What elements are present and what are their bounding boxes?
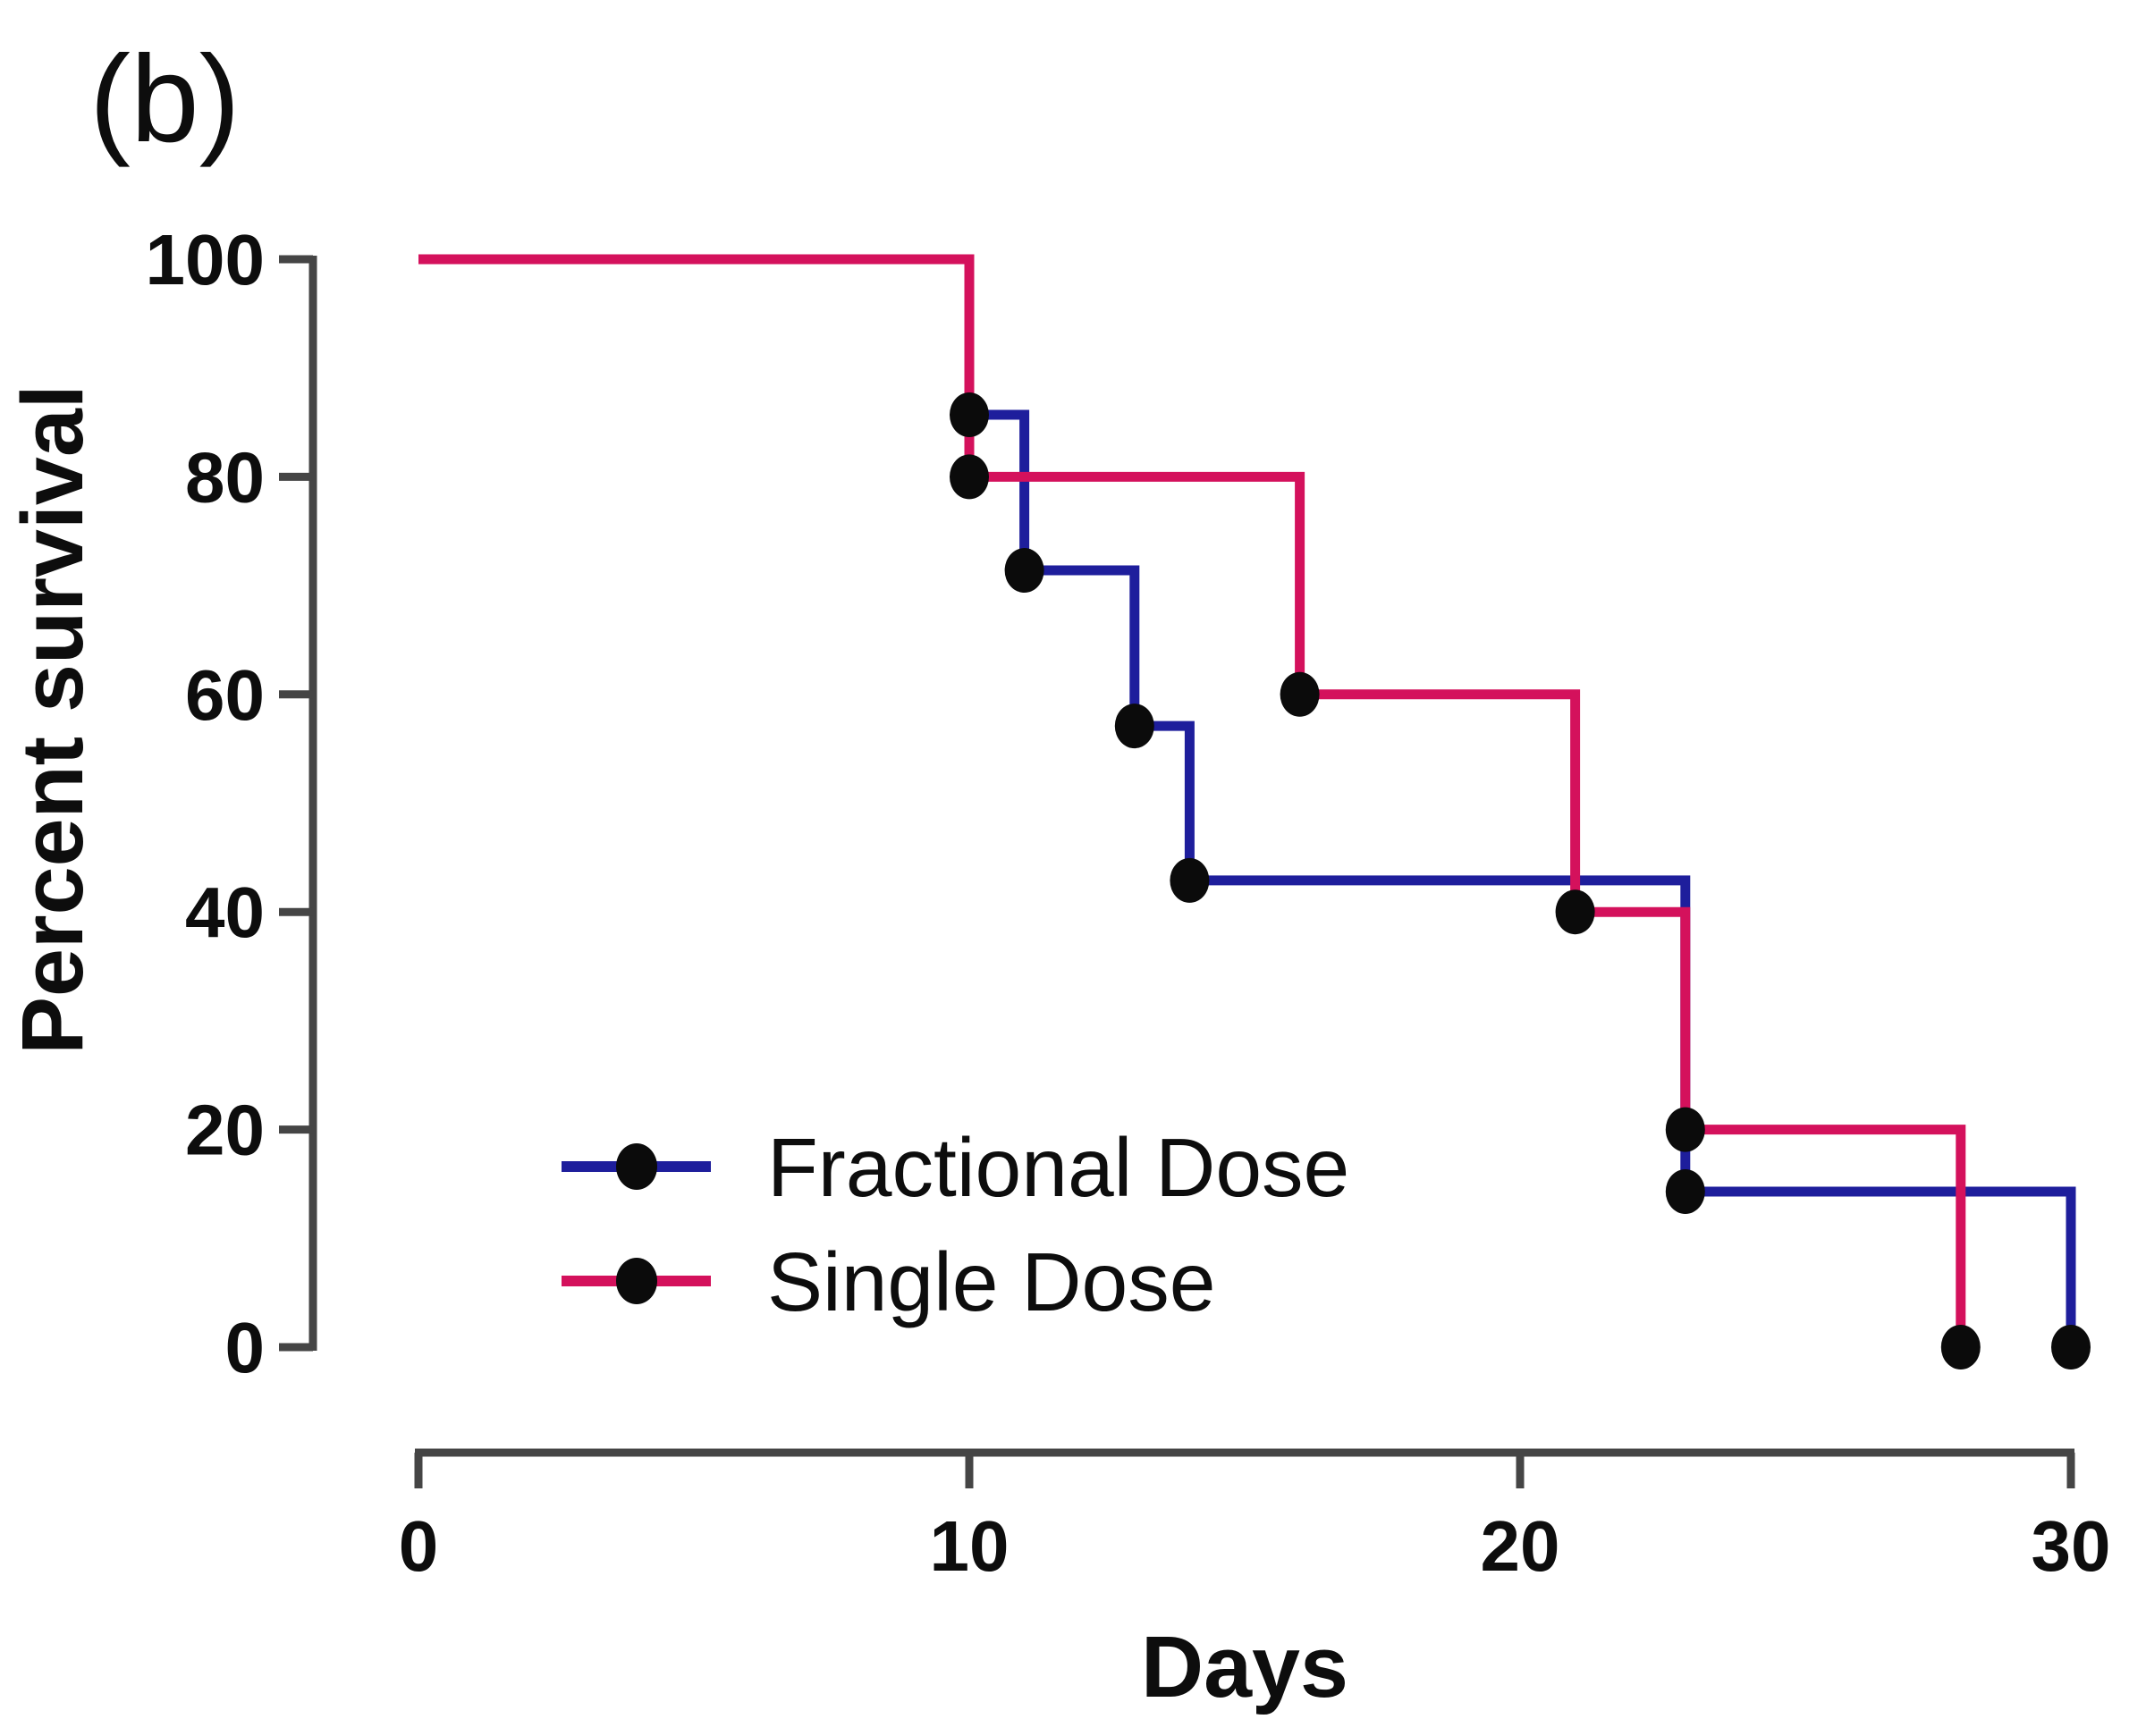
panel-label: (b) xyxy=(89,30,241,168)
x-tick-label: 30 xyxy=(2032,1506,2111,1586)
event-marker-dot xyxy=(1114,704,1154,749)
event-marker-dot xyxy=(1665,1168,1705,1214)
event-marker-dot xyxy=(1665,1107,1705,1152)
legend-label-fractional: Fractional Dose xyxy=(767,1121,1349,1214)
event-marker-dot xyxy=(2051,1325,2091,1369)
y-tick-label: 80 xyxy=(185,437,265,517)
y-tick-label: 60 xyxy=(185,655,265,735)
event-markers xyxy=(950,392,2091,1369)
y-axis-title: Percent survival xyxy=(4,384,101,1054)
y-tick-label: 40 xyxy=(185,872,265,952)
y-tick-label: 0 xyxy=(225,1308,266,1387)
x-axis: 0 10 20 30 xyxy=(399,1448,2111,1586)
legend-label-single: Single Dose xyxy=(767,1235,1215,1328)
event-marker-dot xyxy=(950,454,989,500)
event-marker-dot xyxy=(1170,857,1210,903)
event-marker-dot xyxy=(1940,1325,1981,1369)
y-axis: 100 80 60 40 20 0 xyxy=(146,220,317,1387)
legend: Fractional Dose Single Dose xyxy=(562,1121,1349,1328)
event-marker-dot xyxy=(1555,889,1595,935)
x-tick-label: 10 xyxy=(930,1506,1010,1586)
event-marker-dot xyxy=(950,392,989,438)
event-marker-dot xyxy=(1004,548,1044,594)
x-axis-title: Days xyxy=(1141,1618,1348,1715)
legend-swatch-dot-fractional xyxy=(616,1143,657,1190)
event-marker-dot xyxy=(1280,671,1320,717)
x-tick-label: 0 xyxy=(399,1506,439,1586)
x-tick-label: 20 xyxy=(1481,1506,1560,1586)
y-tick-label: 20 xyxy=(185,1091,265,1170)
legend-swatch-dot-single xyxy=(616,1258,657,1304)
y-tick-label: 100 xyxy=(146,220,265,299)
